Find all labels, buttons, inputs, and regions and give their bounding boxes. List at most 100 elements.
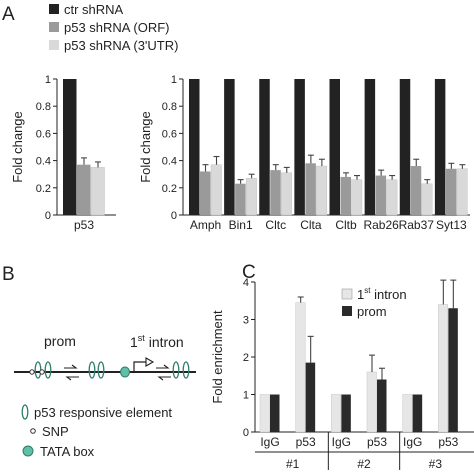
promoter-diagram: prom 1st intron bbox=[14, 333, 196, 381]
x-tick-label: Clta bbox=[300, 218, 322, 232]
primer-forward-icon bbox=[64, 364, 78, 369]
y-tick-label: 0.2 bbox=[36, 183, 51, 195]
bar bbox=[375, 175, 387, 215]
y-tick-label: 0 bbox=[243, 427, 249, 439]
y-tick-label: 3 bbox=[243, 315, 249, 327]
primer-reverse-icon bbox=[157, 376, 171, 381]
legend-swatch-utr bbox=[49, 40, 59, 50]
bar bbox=[189, 79, 200, 215]
chart-c-chip: 0 1 2 3 4 Fold enrichment IgG p53 IgG p53 IgG p53 #1… bbox=[210, 277, 474, 471]
bar bbox=[331, 394, 342, 433]
legend-label-intron: 1st intron bbox=[357, 286, 407, 302]
x-tick-label: Amph bbox=[190, 218, 221, 232]
y-tick-label: 0.8 bbox=[36, 101, 51, 113]
y-tick-label: 1 bbox=[171, 74, 177, 86]
legend-label-ctr: ctr shRNA bbox=[64, 2, 124, 17]
p53-element-icon bbox=[34, 361, 42, 379]
p53-element-icon bbox=[88, 361, 96, 379]
bar bbox=[305, 362, 316, 432]
bar bbox=[341, 394, 351, 432]
y-tick-label: 0.6 bbox=[162, 128, 177, 140]
y-tick-label: 2 bbox=[243, 352, 249, 364]
bar bbox=[438, 304, 449, 433]
circle-icon bbox=[30, 428, 36, 434]
x-tick-label: IgG bbox=[260, 435, 279, 449]
group-label: #1 bbox=[286, 457, 300, 471]
y-tick-label: 1 bbox=[45, 74, 51, 86]
x-tick-label: Rab37 bbox=[399, 218, 435, 232]
legend-intron-word: intron bbox=[370, 287, 406, 302]
group-label: #2 bbox=[357, 457, 371, 471]
y-axis-label: Fold change bbox=[10, 111, 25, 183]
bar bbox=[270, 394, 280, 432]
legend-intron-num: 1 bbox=[357, 287, 364, 302]
x-tick-label: Bin1 bbox=[229, 218, 253, 232]
ellipse-icon bbox=[21, 404, 29, 420]
prom-label: prom bbox=[44, 333, 76, 349]
tss-arrowhead-icon bbox=[145, 357, 155, 367]
y-tick-label: 0.8 bbox=[162, 101, 177, 113]
y-tick-label: 0 bbox=[45, 210, 51, 222]
y-tick-label: 0.2 bbox=[162, 183, 177, 195]
bar bbox=[294, 79, 305, 215]
x-tick-label: Cltc bbox=[265, 218, 286, 232]
x-tick-label: p53 bbox=[367, 435, 387, 449]
bar bbox=[305, 163, 316, 215]
bar bbox=[245, 178, 257, 216]
x-tick-label: p53 bbox=[438, 435, 458, 449]
chart-a1-p53: 0 0.2 0.4 0.6 0.8 1 Fold change p53 bbox=[10, 74, 116, 232]
bar bbox=[340, 176, 351, 215]
bar bbox=[90, 167, 105, 216]
tata-box-legend-icon bbox=[22, 445, 34, 457]
bar bbox=[63, 79, 77, 215]
legend-swatch-ctr bbox=[49, 4, 59, 14]
panel-label-c: C bbox=[242, 262, 256, 283]
bar bbox=[259, 394, 270, 433]
panel-label-b: B bbox=[2, 264, 15, 285]
legend-swatch-orf bbox=[49, 22, 59, 32]
legend-p53-element: p53 responsive element bbox=[34, 405, 172, 420]
p53-element-icon bbox=[182, 361, 190, 379]
x-tick-label: IgG bbox=[332, 435, 351, 449]
bar bbox=[77, 164, 91, 215]
bar bbox=[329, 79, 340, 215]
legend-snp: SNP bbox=[42, 424, 69, 439]
intron-label-sup: st bbox=[138, 333, 146, 343]
x-tick-label: p53 bbox=[74, 218, 94, 232]
legend-a: ctr shRNA p53 shRNA (ORF) p53 shRNA (3'U… bbox=[49, 2, 178, 53]
bar bbox=[377, 379, 387, 432]
p53-element-icon bbox=[44, 361, 52, 379]
bar bbox=[386, 179, 398, 216]
y-tick-label: 0.4 bbox=[36, 156, 51, 168]
y-tick-label: 0.6 bbox=[36, 128, 51, 140]
bar bbox=[235, 183, 246, 215]
y-tick-label: 0 bbox=[171, 210, 177, 222]
bar bbox=[281, 172, 292, 216]
diagram-legend: p53 responsive element SNP TATA box bbox=[21, 404, 172, 459]
legend-intron-sup: st bbox=[364, 286, 371, 295]
bar bbox=[351, 179, 363, 216]
bar bbox=[410, 166, 422, 215]
bar bbox=[448, 308, 458, 432]
bar bbox=[295, 302, 306, 433]
intron-label-num: 1 bbox=[130, 334, 138, 350]
y-tick-label: 0.4 bbox=[162, 156, 177, 168]
legend-swatch-prom bbox=[342, 306, 352, 316]
bar bbox=[210, 164, 222, 216]
bar bbox=[434, 79, 446, 215]
y-tick-label: 1 bbox=[243, 390, 249, 402]
bar bbox=[224, 79, 235, 215]
bar bbox=[259, 79, 270, 215]
y-axis-label: Fold enrichment bbox=[210, 310, 225, 404]
snp-icon bbox=[39, 369, 45, 375]
bar bbox=[270, 170, 281, 215]
bar bbox=[421, 183, 433, 216]
primer-forward-icon bbox=[156, 364, 170, 369]
tata-box-icon bbox=[120, 366, 130, 378]
group-label: #3 bbox=[429, 457, 443, 471]
y-axis-label: Fold change bbox=[138, 111, 153, 183]
panel-label-a: A bbox=[2, 4, 15, 25]
bar bbox=[200, 171, 211, 215]
bar bbox=[445, 168, 457, 215]
